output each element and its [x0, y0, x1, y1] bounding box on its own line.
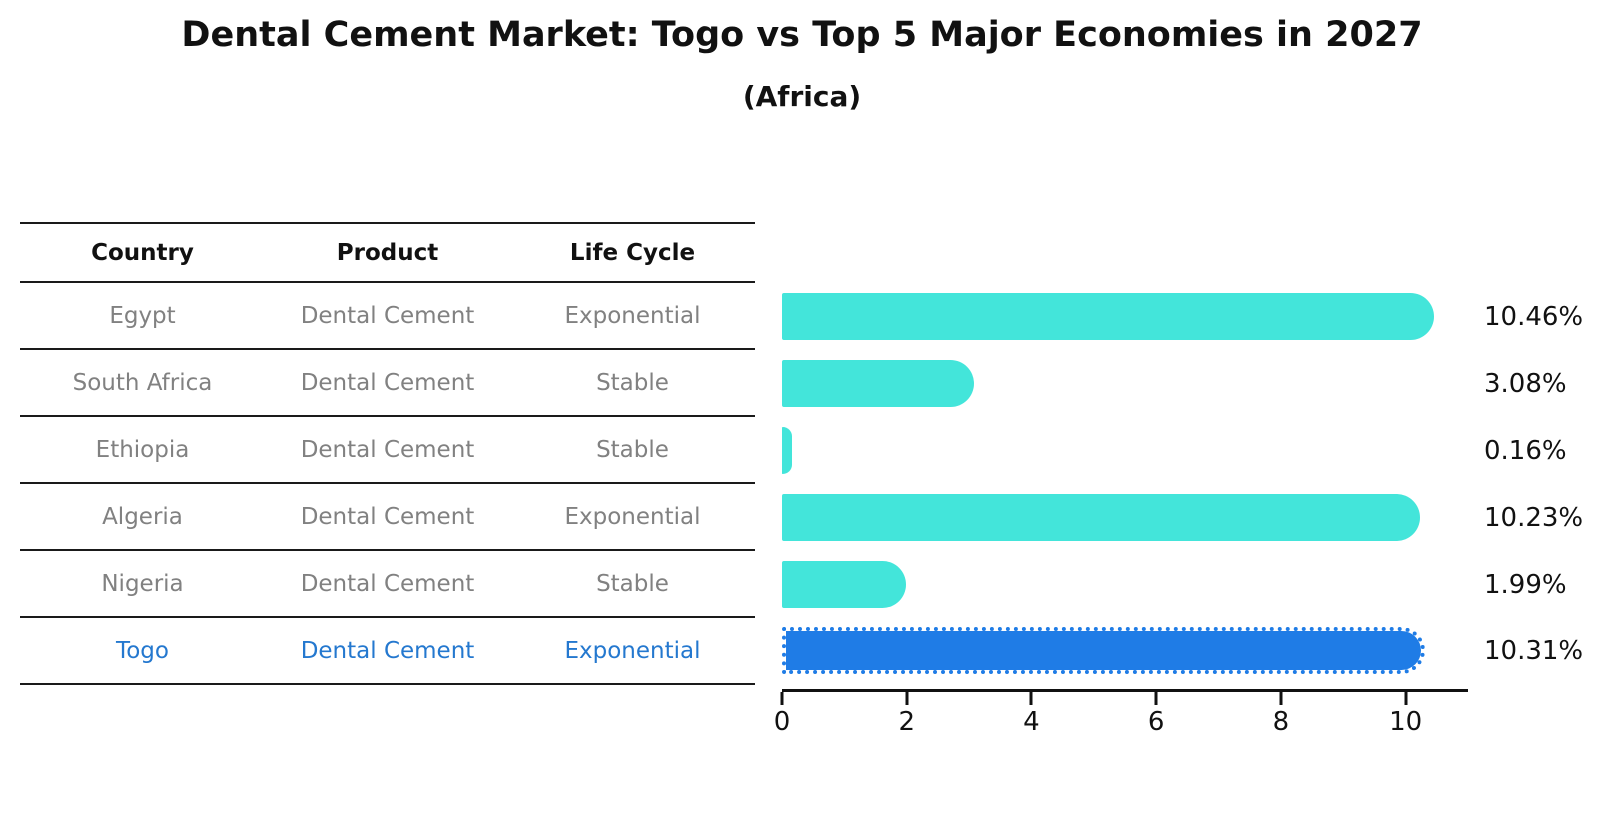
table-row-south-africa: South Africa Dental Cement Stable [20, 350, 755, 417]
x-axis-tick [1029, 692, 1033, 705]
country-cell: South Africa [72, 369, 213, 396]
bar-value-label: 10.31% [1484, 635, 1584, 666]
product-cell: Dental Cement [300, 369, 475, 396]
bar-row-algeria: 10.23% [782, 494, 1583, 541]
column-header-life-cycle: Life Cycle [569, 239, 696, 266]
x-axis-tick-label: 0 [773, 707, 791, 737]
bar-chart-plot-area: 10.46% 3.08% 0.16% 10.23% 1.99% 10.31% 0 [774, 290, 1583, 737]
bar-value-label: 3.08% [1484, 368, 1567, 399]
x-axis-tick-label: 10 [1389, 707, 1423, 737]
bar-egypt [782, 293, 1435, 340]
table-row-togo: Togo Dental Cement Exponential [20, 618, 755, 685]
x-axis-tick [1154, 692, 1158, 705]
bar-value-label: 10.46% [1484, 301, 1584, 332]
table-row-algeria: Algeria Dental Cement Exponential [20, 484, 755, 551]
x-axis-tick [1279, 692, 1283, 705]
x-axis-tick [1404, 692, 1408, 705]
product-cell: Dental Cement [300, 436, 475, 463]
table-row-egypt: Egypt Dental Cement Exponential [20, 283, 755, 350]
country-cell: Togo [116, 637, 169, 664]
country-cell: Nigeria [101, 570, 184, 597]
x-axis-tick [780, 692, 784, 705]
product-cell: Dental Cement [300, 637, 475, 664]
life-cycle-cell: Stable [596, 436, 669, 463]
life-cycle-cell: Stable [596, 369, 669, 396]
table-header-row: Country Product Life Cycle [20, 222, 755, 283]
life-cycle-cell: Stable [596, 570, 669, 597]
bar-value-label: 10.23% [1484, 502, 1584, 533]
bar-ethiopia [782, 427, 792, 474]
bar-value-label: 0.16% [1484, 435, 1567, 466]
x-axis-tick-label: 8 [1272, 707, 1290, 737]
bar-row-ethiopia: 0.16% [782, 427, 1567, 474]
bar-row-nigeria: 1.99% [782, 561, 1567, 608]
bar-value-label: 1.99% [1484, 569, 1567, 600]
chart-title: Dental Cement Market: Togo vs Top 5 Majo… [181, 15, 1423, 55]
chart-subtitle: (Africa) [742, 80, 862, 113]
country-cell: Algeria [102, 503, 183, 530]
x-axis-tick-label: 2 [898, 707, 915, 737]
product-cell: Dental Cement [300, 302, 475, 329]
column-header-country: Country [91, 239, 194, 266]
life-cycle-cell: Exponential [564, 503, 701, 530]
country-table: Country Product Life Cycle Egypt Dental … [20, 222, 755, 685]
product-cell: Dental Cement [300, 570, 475, 597]
life-cycle-cell: Exponential [564, 637, 701, 664]
bar-togo-highlighted [782, 627, 1425, 674]
bar-row-togo: 10.31% [782, 627, 1583, 674]
column-header-product: Product [336, 239, 439, 266]
country-cell: Egypt [109, 302, 176, 329]
bar-south-africa [782, 360, 975, 407]
table-row-nigeria: Nigeria Dental Cement Stable [20, 551, 755, 618]
bar-row-egypt: 10.46% [782, 293, 1583, 340]
table-row-ethiopia: Ethiopia Dental Cement Stable [20, 417, 755, 484]
x-axis-tick-label: 4 [1023, 707, 1040, 737]
bar-row-south-africa: 3.08% [782, 360, 1567, 407]
bar-algeria [782, 494, 1420, 541]
x-axis-tick-label: 6 [1147, 707, 1165, 737]
bar-nigeria [782, 561, 907, 608]
x-axis-tick [905, 692, 909, 705]
life-cycle-cell: Exponential [564, 302, 701, 329]
product-cell: Dental Cement [300, 503, 475, 530]
country-cell: Ethiopia [95, 436, 190, 463]
